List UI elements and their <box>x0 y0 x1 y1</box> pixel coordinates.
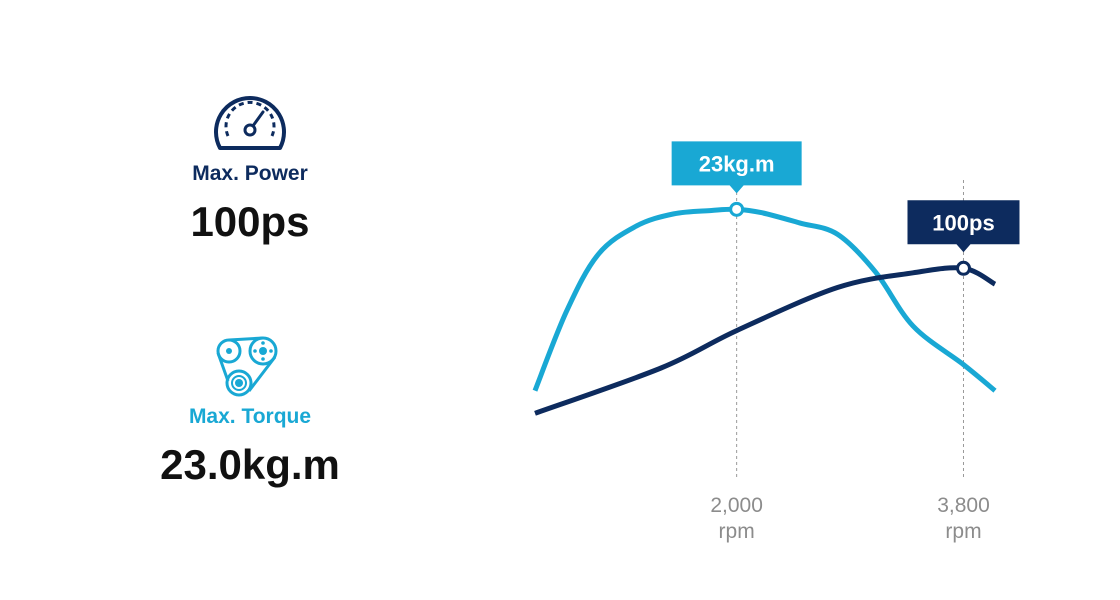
torque-peak-callout <box>671 141 802 194</box>
tick-unit-3800: rpm <box>945 520 981 543</box>
power-peak-label: 100ps <box>932 210 994 235</box>
torque-peak-label: 23kg.m <box>699 151 775 176</box>
max-power-label: Max. Power <box>192 162 308 185</box>
tick-unit-2000: rpm <box>719 520 755 543</box>
tick-label-2000: 2,000 <box>710 494 763 517</box>
belt-pulley-icon <box>216 336 278 397</box>
speedometer-icon <box>214 96 286 150</box>
max-power-value: 100ps <box>190 198 310 245</box>
power-peak-callout <box>907 200 1020 253</box>
torque-line <box>532 206 997 393</box>
max-torque-label: Max. Torque <box>188 405 312 428</box>
tick-label-3800: 3,800 <box>937 494 990 517</box>
max-power-spec: Max. Power 100ps <box>100 90 400 246</box>
torque-peak-marker <box>729 201 745 217</box>
power-peak-marker <box>955 260 971 276</box>
max-torque-value: 23.0kg.m <box>160 441 340 488</box>
performance-chart: 2,000 rpm 3,800 rpm 23kg.m 100ps <box>532 141 1020 543</box>
max-torque-spec: Max. Torque 23.0kg.m <box>100 335 400 489</box>
